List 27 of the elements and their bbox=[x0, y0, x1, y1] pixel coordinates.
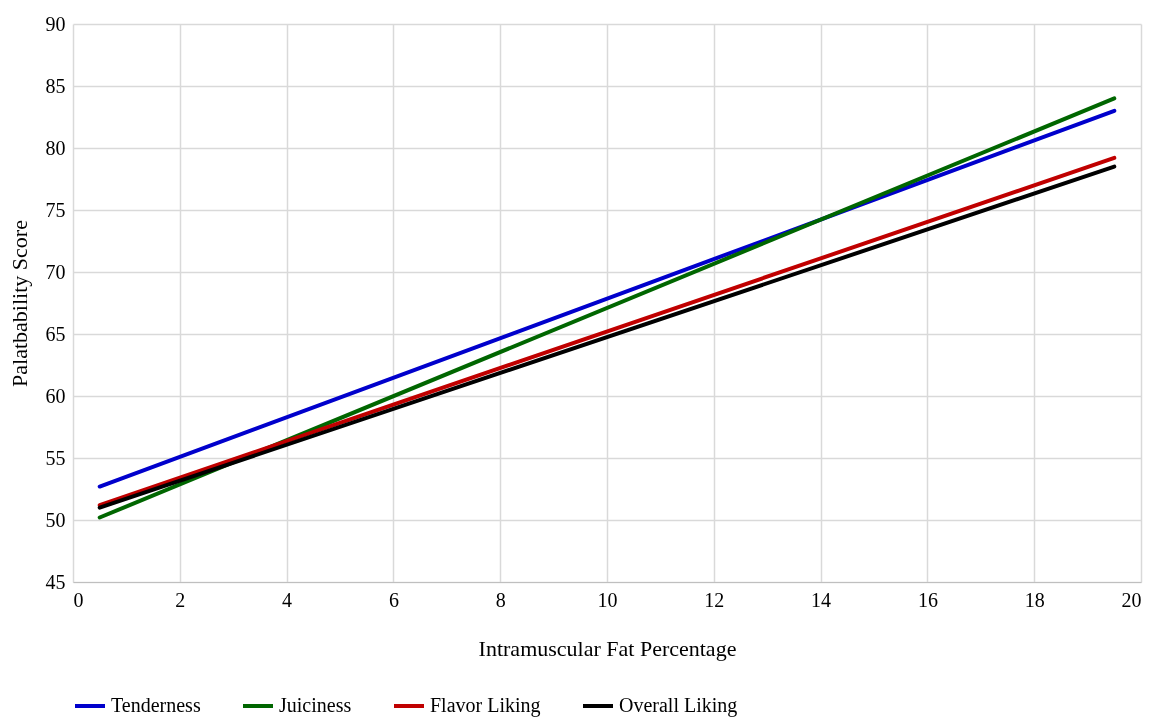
x-axis-title: Intramuscular Fat Percentage bbox=[478, 635, 737, 661]
y-tick-label: 85 bbox=[45, 74, 66, 97]
y-tick-label: 50 bbox=[45, 508, 66, 531]
legend-label: Juiciness bbox=[279, 694, 352, 716]
y-tick-label: 45 bbox=[45, 570, 66, 593]
x-tick-label: 16 bbox=[917, 588, 938, 611]
x-tick-label: 14 bbox=[811, 588, 832, 611]
y-tick-label: 70 bbox=[45, 260, 66, 283]
y-tick-label: 60 bbox=[45, 384, 66, 407]
x-tick-label: 4 bbox=[282, 588, 293, 611]
legend-label: Overall Liking bbox=[619, 694, 738, 717]
x-tick-label: 6 bbox=[388, 588, 399, 611]
x-tick-label: 20 bbox=[1121, 588, 1142, 611]
y-tick-label: 75 bbox=[45, 198, 66, 221]
x-tick-label: 12 bbox=[704, 588, 725, 611]
x-tick-label: 8 bbox=[495, 588, 506, 611]
y-tick-label: 90 bbox=[45, 12, 66, 35]
y-tick-label: 80 bbox=[45, 136, 66, 159]
x-tick-label: 0 bbox=[73, 588, 84, 611]
y-tick-label: 55 bbox=[45, 446, 66, 469]
x-tick-label: 2 bbox=[175, 588, 186, 611]
legend-label: Tenderness bbox=[111, 694, 201, 716]
x-tick-label: 10 bbox=[597, 588, 618, 611]
y-tick-label: 65 bbox=[45, 322, 66, 345]
legend-label: Flavor Liking bbox=[430, 694, 541, 717]
y-axis-title: Palatbability Score bbox=[6, 220, 32, 387]
x-tick-label: 18 bbox=[1024, 588, 1045, 611]
